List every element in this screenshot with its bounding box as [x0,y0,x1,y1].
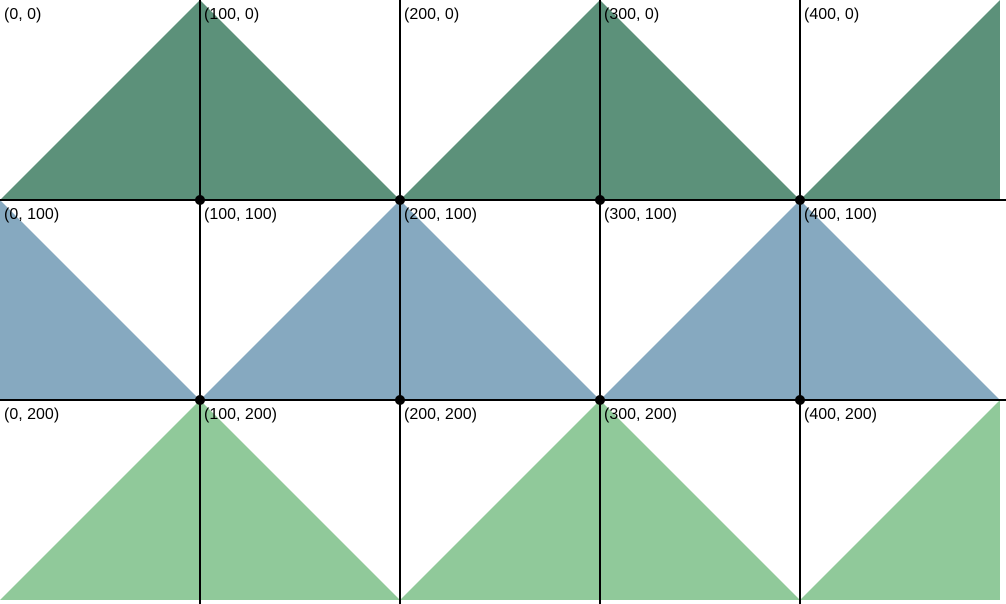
vertex-dot [395,395,405,405]
coordinate-label: (200, 200) [404,406,477,423]
row-0-triangle-3 [800,0,1000,200]
vertex-dot [195,195,205,205]
vertex-dot [795,395,805,405]
coordinate-label: (0, 100) [4,206,59,223]
row-1-triangle-1 [0,200,200,400]
coordinate-label: (400, 0) [804,6,859,23]
coordinate-label: (100, 200) [204,406,277,423]
coordinate-label: (200, 100) [404,206,477,223]
vertex-dot [795,195,805,205]
coordinate-label: (0, 200) [4,406,59,423]
coordinate-label: (300, 100) [604,206,677,223]
coordinate-label: (400, 100) [804,206,877,223]
coordinate-label: (100, 100) [204,206,277,223]
vertex-dot [595,395,605,405]
vertex-dot [395,195,405,205]
coordinate-label: (400, 200) [804,406,877,423]
coordinate-label: (200, 0) [404,6,459,23]
vertex-dot [595,195,605,205]
coordinate-label: (0, 0) [4,6,41,23]
vertex-dot [195,395,205,405]
vertex-dots-layer [195,195,805,405]
coordinate-label: (300, 0) [604,6,659,23]
row-2-triangle-3 [800,400,1000,600]
coordinate-label: (300, 200) [604,406,677,423]
coordinate-labels-layer: (0, 0) (100, 0) (200, 0) (300, 0) (400, 0) (0… [4,6,877,423]
coordinate-label: (100, 0) [204,6,259,23]
